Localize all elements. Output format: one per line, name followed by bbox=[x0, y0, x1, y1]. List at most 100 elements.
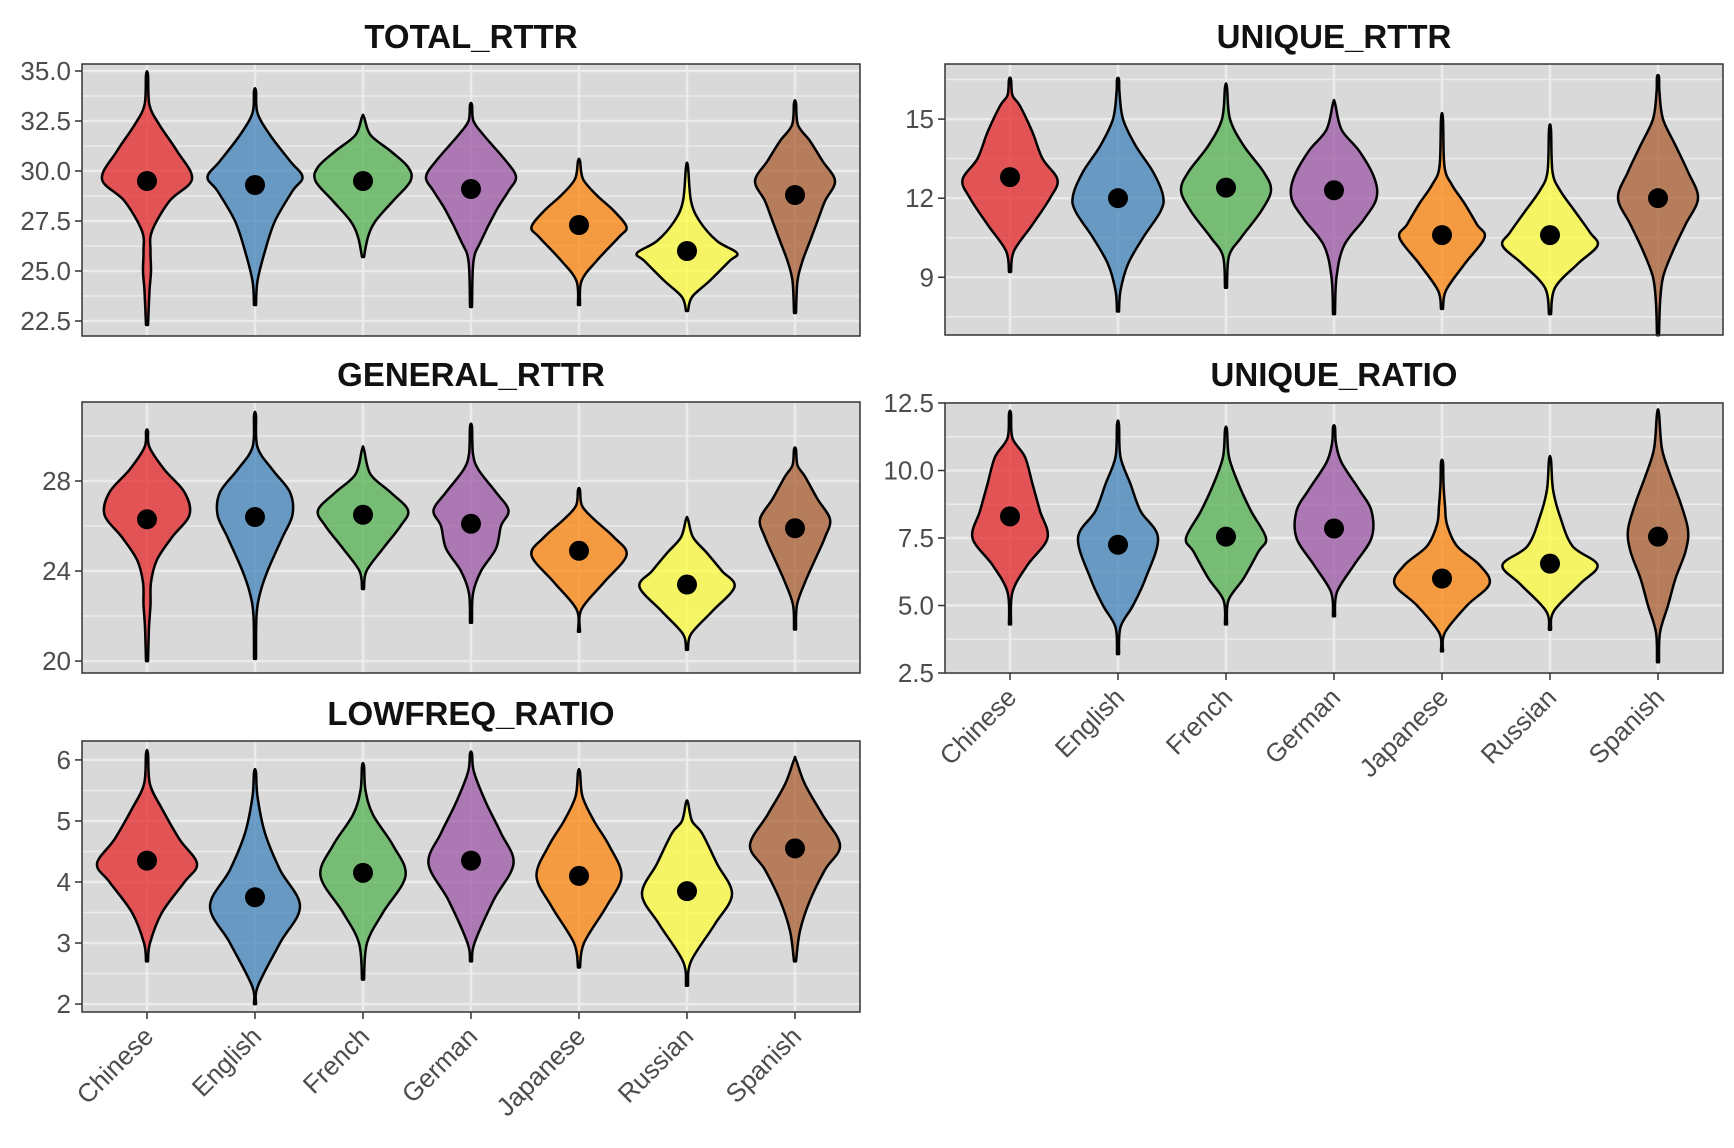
y-tick-label: 10.0 bbox=[883, 456, 934, 486]
mean-point-japanese bbox=[569, 865, 589, 886]
violin-japanese bbox=[1397, 111, 1487, 311]
mean-point-japanese bbox=[1432, 225, 1452, 246]
violin-german bbox=[1289, 98, 1379, 316]
y-tick-label: 12.5 bbox=[883, 388, 934, 418]
y-tick-label: 2.5 bbox=[898, 658, 934, 688]
mean-point-english bbox=[1108, 534, 1128, 555]
mean-point-french bbox=[1216, 177, 1236, 198]
violin-russian bbox=[1501, 454, 1599, 632]
panel-title: UNIQUE_RATIO bbox=[1211, 356, 1458, 393]
violin-english bbox=[215, 410, 295, 661]
panel-lowfreq-ratio: 2 3 4 5 6 LOWFREQ_RATIO Chinese English French Ge… bbox=[57, 695, 861, 1122]
panel-title: LOWFREQ_RATIO bbox=[327, 695, 614, 732]
panel-general-rttr: 20 24 28 GENERAL_RTTR bbox=[42, 356, 861, 676]
mean-point-japanese bbox=[569, 215, 589, 235]
violin-french bbox=[1184, 425, 1268, 626]
y-tick-label: 28 bbox=[42, 466, 71, 496]
y-tick-label: 24 bbox=[42, 556, 71, 586]
x-tick-label: Russian bbox=[1475, 682, 1563, 770]
mean-point-spanish bbox=[785, 838, 805, 859]
mean-point-russian bbox=[677, 881, 697, 902]
mean-point-english bbox=[1108, 188, 1128, 209]
panel-unique-rttr: 9 12 15 UNIQUE_RTTR bbox=[905, 18, 1724, 337]
panel-title: TOTAL_RTTR bbox=[364, 18, 577, 55]
x-tick-label: English bbox=[1049, 682, 1131, 764]
mean-point-chinese bbox=[137, 171, 157, 191]
x-tick-label: German bbox=[1259, 682, 1347, 770]
violin-japanese bbox=[1392, 458, 1492, 653]
y-tick-label: 5.0 bbox=[898, 591, 934, 621]
y-tick-label: 12 bbox=[905, 183, 934, 213]
y-tick-label: 2 bbox=[57, 989, 71, 1019]
mean-point-english bbox=[245, 507, 265, 528]
y-tick-label: 30.0 bbox=[20, 156, 71, 186]
y-tick-label: 25.0 bbox=[20, 256, 71, 286]
y-tick-label: 7.5 bbox=[898, 523, 934, 553]
panel-border bbox=[81, 63, 861, 337]
x-tick-label: French bbox=[1160, 682, 1238, 760]
violin-russian bbox=[635, 161, 739, 313]
mean-point-english bbox=[245, 175, 265, 195]
mean-point-russian bbox=[677, 574, 697, 595]
mean-point-japanese bbox=[569, 540, 589, 561]
panel-border bbox=[944, 63, 1724, 336]
mean-point-russian bbox=[1540, 225, 1560, 246]
mean-point-german bbox=[461, 850, 481, 871]
y-tick-label: 9 bbox=[920, 262, 934, 292]
panel-title: UNIQUE_RTTR bbox=[1217, 18, 1452, 55]
mean-point-spanish bbox=[1648, 526, 1668, 547]
mean-point-russian bbox=[677, 241, 697, 261]
mean-point-french bbox=[353, 504, 373, 525]
mean-point-chinese bbox=[137, 850, 157, 871]
violin-spanish bbox=[748, 755, 842, 963]
panel-title: GENERAL_RTTR bbox=[337, 356, 605, 393]
x-tick-label: Chinese bbox=[934, 682, 1023, 771]
x-tick-label: Japanese bbox=[1353, 682, 1454, 783]
x-tick-label: Japanese bbox=[490, 1021, 591, 1122]
y-tick-label: 27.5 bbox=[20, 206, 71, 236]
mean-point-chinese bbox=[1000, 167, 1020, 188]
mean-point-english bbox=[245, 887, 265, 908]
panel-total-rttr: 22.5 25.0 27.5 30.0 32.5 35.0 TOTAL_RTTR bbox=[20, 18, 861, 337]
mean-point-french bbox=[1216, 526, 1236, 547]
mean-point-german bbox=[1324, 518, 1344, 539]
y-tick-label: 3 bbox=[57, 928, 71, 958]
mean-point-russian bbox=[1540, 553, 1560, 574]
violin-english bbox=[206, 86, 304, 307]
mean-point-chinese bbox=[1000, 506, 1020, 527]
x-tick-label: Russian bbox=[612, 1021, 700, 1109]
panel-border bbox=[81, 401, 861, 674]
mean-point-german bbox=[461, 179, 481, 199]
y-tick-label: 5 bbox=[57, 806, 71, 836]
violin-russian bbox=[1500, 123, 1600, 316]
mean-point-spanish bbox=[1648, 188, 1668, 209]
y-tick-label: 32.5 bbox=[20, 106, 71, 136]
mean-point-german bbox=[461, 513, 481, 534]
y-tick-label: 35.0 bbox=[20, 56, 71, 86]
mean-point-spanish bbox=[785, 518, 805, 539]
violin-chinese bbox=[100, 70, 194, 327]
violin-german bbox=[424, 101, 518, 309]
x-tick-label: French bbox=[297, 1021, 375, 1099]
y-tick-label: 15 bbox=[905, 104, 934, 134]
x-tick-label: Chinese bbox=[71, 1021, 160, 1110]
violin-spanish bbox=[753, 98, 837, 315]
mean-point-german bbox=[1324, 180, 1344, 201]
y-tick-label: 6 bbox=[57, 745, 71, 775]
y-tick-label: 22.5 bbox=[20, 306, 71, 336]
y-tick-label: 4 bbox=[57, 867, 71, 897]
panel-unique-ratio: 2.5 5.0 7.5 10.0 12.5 UNIQUE_RATIO Chinese Engl… bbox=[883, 356, 1724, 783]
mean-point-chinese bbox=[137, 509, 157, 530]
x-tick-label: Spanish bbox=[1583, 682, 1671, 770]
x-tick-label: Spanish bbox=[720, 1021, 808, 1109]
mean-point-french bbox=[353, 171, 373, 191]
violin-chinese bbox=[102, 428, 192, 663]
mean-point-japanese bbox=[1432, 568, 1452, 589]
violin-spanish bbox=[758, 446, 832, 631]
mean-point-french bbox=[353, 862, 373, 883]
y-tick-label: 20 bbox=[42, 646, 71, 676]
x-tick-label: English bbox=[186, 1021, 268, 1103]
x-tick-label: German bbox=[396, 1021, 484, 1109]
violin-english bbox=[208, 767, 302, 1006]
